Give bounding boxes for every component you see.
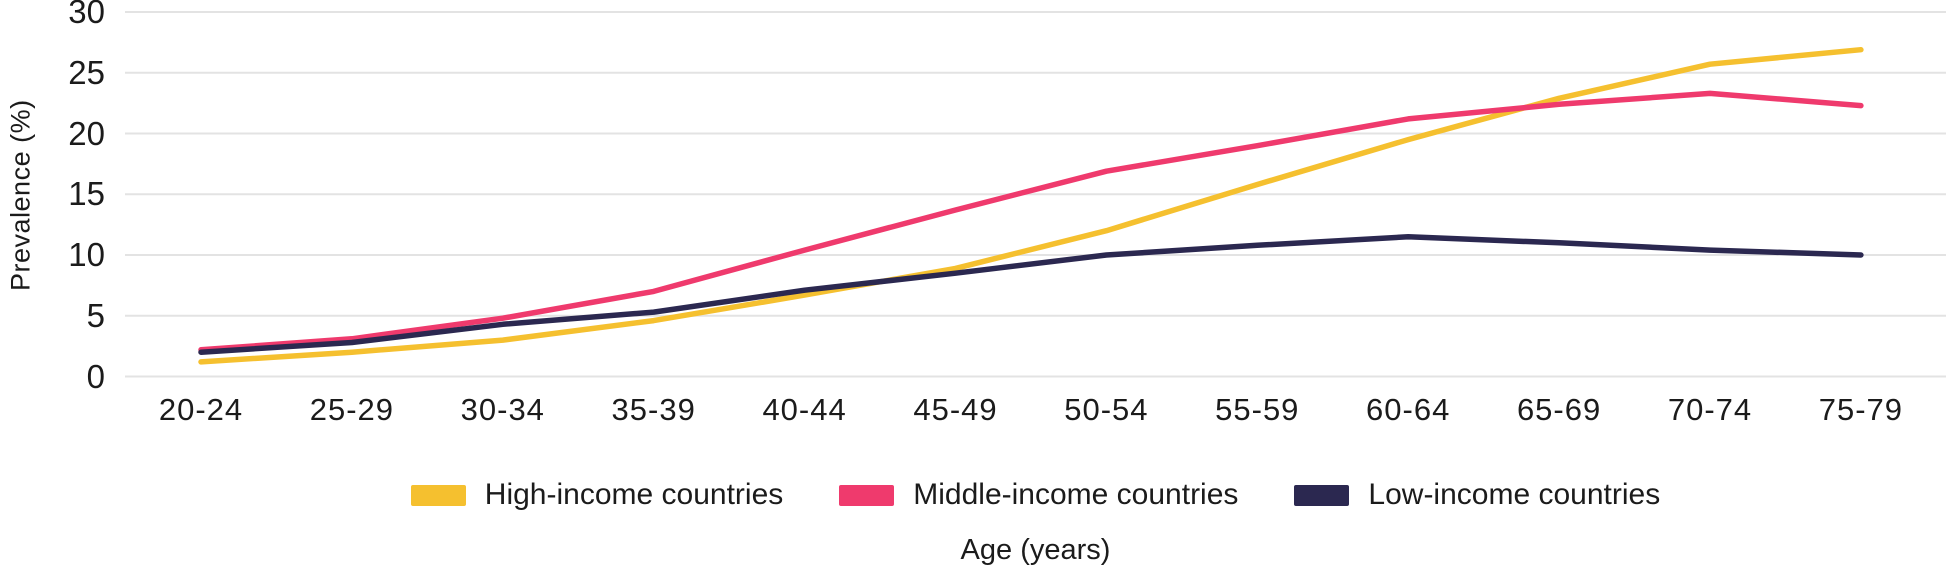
x-tick-label-30-34: 30-34 [460, 392, 545, 427]
y-tick-label-30: 30 [68, 0, 105, 30]
y-tick-label-0: 0 [86, 357, 105, 395]
x-tick-label-70-74: 70-74 [1667, 392, 1753, 427]
legend-item-low-income-countries: Low-income countries [1294, 478, 1660, 512]
legend-label: Low-income countries [1368, 478, 1661, 511]
legend-label: Middle-income countries [913, 478, 1239, 511]
y-tick-label-20: 20 [68, 114, 105, 152]
y-tick-label-15: 15 [68, 175, 105, 213]
legend-label: High-income countries [484, 478, 784, 511]
legend-swatch-icon [839, 484, 895, 506]
legend-item-middle-income-countries: Middle-income countries [839, 478, 1238, 512]
y-tick-label-5: 5 [86, 296, 105, 334]
x-tick-label-55-59: 55-59 [1215, 392, 1300, 427]
x-tick-label-50-54: 50-54 [1064, 392, 1149, 427]
legend-item-high-income-countries: High-income countries [410, 478, 784, 512]
x-tick-label-60-64: 60-64 [1366, 392, 1451, 427]
x-tick-label-20-24: 20-24 [158, 392, 244, 427]
x-tick-label-65-69: 65-69 [1516, 392, 1602, 427]
series-line-middle-income-countries [198, 90, 1864, 353]
y-tick-label-10: 10 [68, 236, 105, 273]
x-axis-title: Age (years) [960, 534, 1111, 566]
x-tick-label-40-44: 40-44 [762, 392, 847, 427]
chart-legend: High-income countries Middle-income count… [125, 478, 1946, 512]
x-tick-label-45-49: 45-49 [913, 392, 998, 427]
series-line-low-income-countries [198, 234, 1864, 355]
legend-swatch-icon [1294, 484, 1350, 506]
legend-swatch-icon [410, 484, 466, 506]
y-tick-label-25: 25 [68, 53, 105, 91]
x-tick-label-25-29: 25-29 [309, 392, 395, 427]
x-tick-label-35-39: 35-39 [611, 392, 696, 427]
series-line-high-income-countries [198, 46, 1864, 365]
x-tick-label-75-79: 75-79 [1818, 392, 1904, 427]
